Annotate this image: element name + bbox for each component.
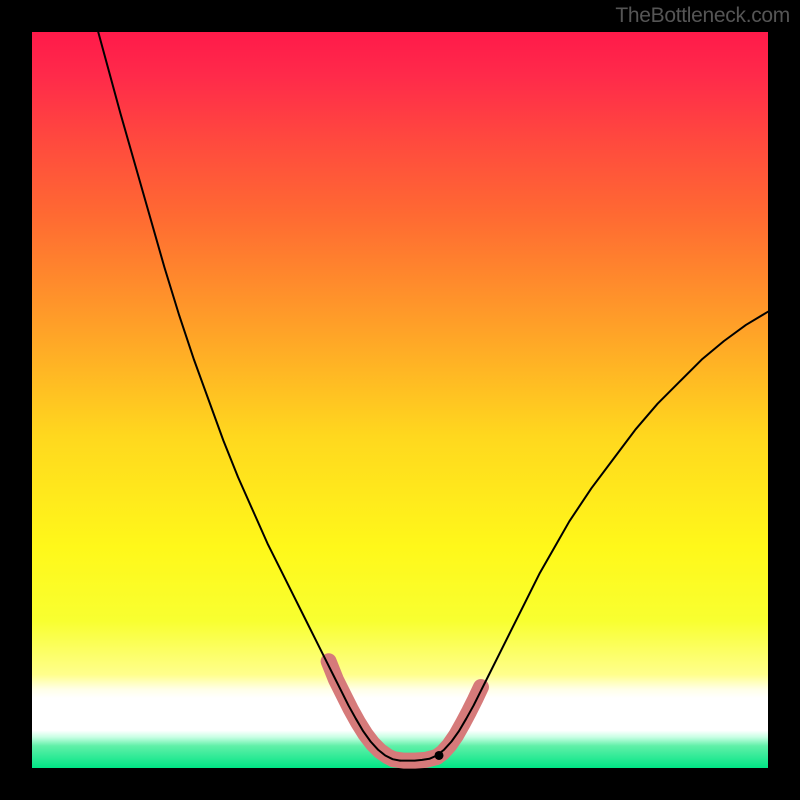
- plot-background: [32, 32, 768, 768]
- highlight-dot: [435, 751, 444, 760]
- watermark-text: TheBottleneck.com: [615, 4, 790, 28]
- bottleneck-chart: [0, 0, 800, 800]
